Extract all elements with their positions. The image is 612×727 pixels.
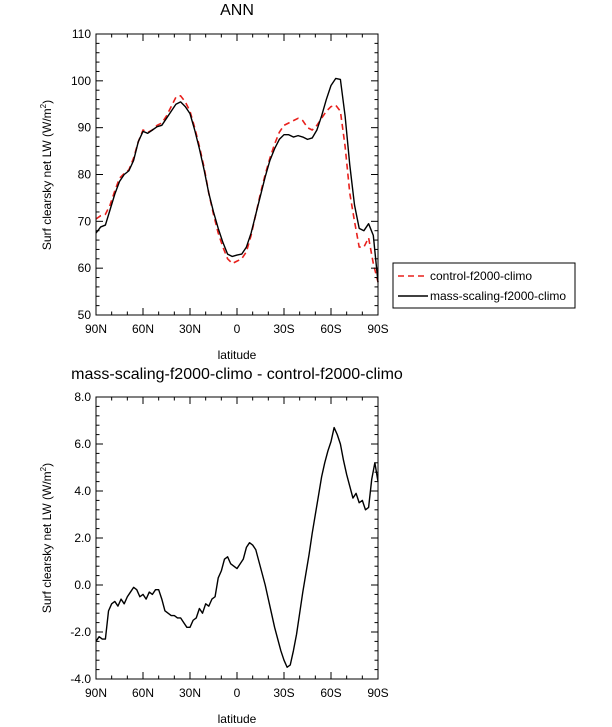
y-tick-label: 2.0 — [74, 531, 91, 545]
y-tick-label: 110 — [72, 27, 91, 41]
series-line-difference — [95, 426, 379, 668]
x-tick-label: 30N — [179, 322, 201, 336]
x-tick-label: 60N — [132, 686, 154, 700]
bottom-chart-title: mass-scaling-f2000-climo - control-f2000… — [71, 366, 403, 383]
y-tick-label: 8.0 — [74, 390, 91, 404]
top-plot-frame — [95, 33, 379, 316]
series-line-mass-scaling-f2000-climo — [95, 77, 379, 283]
x-tick-label: 30S — [273, 322, 294, 336]
top-legend: control-f2000-climo mass-scaling-f2000-c… — [392, 262, 576, 309]
legend-label-mass-scaling: mass-scaling-f2000-climo — [430, 289, 566, 303]
bottom-axes: 90N 60N 30N 0 30S 60S 90S -4.0 -2.0 0.0 2.0 4.0 6.0 8… — [70, 390, 388, 700]
series-line-control-f2000-climo — [95, 95, 379, 283]
x-tick-label: 30S — [273, 686, 294, 700]
bottom-panel: mass-scaling-f2000-climo - control-f2000… — [39, 366, 403, 726]
x-tick-label: 90N — [85, 322, 107, 336]
y-tick-label: 90 — [78, 121, 92, 135]
top-y-axis-label: Surf clearsky net LW (W/m2) — [39, 100, 54, 250]
x-tick-label: 90N — [85, 686, 107, 700]
x-tick-label: 30N — [179, 686, 201, 700]
bottom-series-group — [95, 426, 379, 668]
y-tick-label: 70 — [78, 214, 92, 228]
bottom-y-axis-label: Surf clearsky net LW (W/m2) — [39, 463, 54, 613]
legend-box — [392, 262, 576, 309]
y-tick-label: 50 — [78, 308, 92, 322]
top-x-axis-label: latitude — [218, 348, 257, 362]
y-tick-label: -4.0 — [70, 672, 91, 686]
y-tick-label: -2.0 — [70, 625, 91, 639]
y-tick-label: 4.0 — [74, 484, 91, 498]
y-tick-label: 80 — [78, 168, 92, 182]
top-panel: ANN 90N 60N 30N 0 30S 60S 90S5060708090100110 … — [39, 2, 576, 362]
bottom-plot-frame — [95, 396, 379, 680]
bottom-x-axis-label: latitude — [218, 712, 257, 726]
x-tick-label: 0 — [234, 686, 241, 700]
y-tick-label: 60 — [78, 261, 92, 275]
y-tick-label: 0.0 — [74, 578, 91, 592]
legend-label-control: control-f2000-climo — [430, 269, 532, 283]
top-axes: 90N 60N 30N 0 30S 60S 90S 50 60 70 80 90 100 110 — [71, 27, 389, 336]
top-chart-title: ANN — [220, 2, 254, 19]
x-tick-label: 0 — [234, 322, 241, 336]
top-series-group — [95, 77, 379, 283]
x-tick-label: 60S — [320, 322, 341, 336]
x-tick-label: 90S — [367, 322, 388, 336]
y-tick-label: 100 — [71, 74, 91, 88]
x-tick-label: 90S — [367, 686, 388, 700]
x-tick-label: 60S — [320, 686, 341, 700]
y-tick-label: 6.0 — [74, 437, 91, 451]
x-tick-label: 60N — [132, 322, 154, 336]
